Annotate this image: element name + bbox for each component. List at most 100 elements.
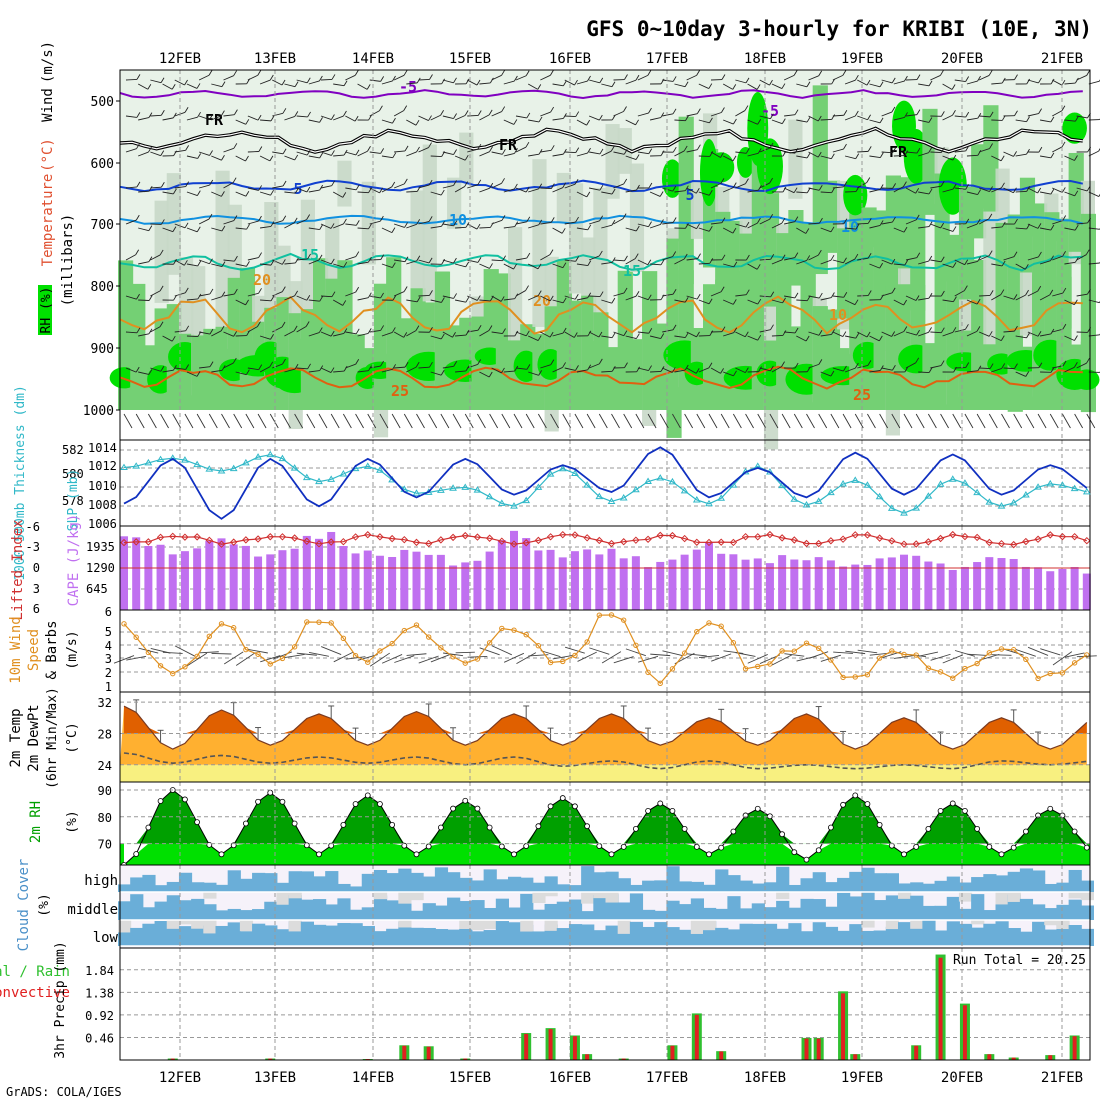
cloud-bar: [398, 921, 412, 946]
rh-marker: [206, 841, 213, 848]
cloud-bar: [593, 930, 607, 946]
wind-barb-flag: [1024, 264, 1029, 270]
wind-barb: [296, 258, 308, 261]
wind-barb: [308, 299, 320, 302]
cloud-bar: [763, 907, 778, 920]
wind-barb: [832, 74, 844, 81]
cape-bar: [1046, 571, 1055, 610]
cape-bar: [1070, 567, 1079, 610]
wind-barb: [881, 111, 893, 117]
contour-minus5: [119, 89, 1083, 100]
wind-barb-10m: [369, 652, 390, 667]
rh-marker: [413, 851, 420, 858]
wind-barb: [625, 79, 637, 85]
wind-barb-flag: [843, 110, 848, 116]
wind-barb-flag: [160, 181, 165, 188]
slp-axis-label: SLP (mb): [66, 469, 81, 532]
rh-marker: [767, 813, 773, 820]
wind-barb: [1064, 227, 1076, 231]
rh-marker: [486, 824, 493, 831]
contour-15: [119, 252, 1083, 272]
cape-bar: [120, 536, 128, 610]
wind-barb: [674, 119, 686, 122]
wind-barb-flag: [453, 293, 457, 299]
wind-barb-flag: [843, 292, 848, 298]
wind-barb: [735, 151, 747, 154]
wind-barb-flag: [538, 116, 543, 123]
wind-barb: [259, 191, 271, 196]
wind-barb: [796, 119, 808, 123]
wind-barb: [674, 83, 686, 88]
wind-barb-flag: [1062, 287, 1067, 294]
wind-barb-flag: [1013, 294, 1018, 300]
wind-barb-10m: [162, 651, 183, 654]
cloud-bar: [751, 903, 765, 920]
cloud-bar: [349, 909, 363, 920]
wind-barb-flag: [635, 119, 639, 126]
rh-band-green: [556, 260, 572, 410]
wind-barb-flag: [319, 152, 324, 159]
wind-barb-flag: [281, 286, 286, 292]
wind-barb: [259, 225, 272, 229]
wind-barb-flag: [1074, 335, 1078, 341]
wind-barb: [650, 263, 662, 266]
cloud-bar: [434, 867, 449, 892]
cloud-bar: [824, 926, 839, 946]
surface-barb: [123, 413, 133, 429]
wind-barb: [1064, 155, 1075, 161]
wind-barb-flag: [245, 299, 249, 306]
cape-bar: [241, 545, 250, 610]
wind-barb-flag: [404, 361, 409, 368]
rh-marker: [827, 824, 834, 831]
wind-barb-flag: [270, 189, 274, 196]
cloud-bar: [605, 925, 619, 946]
wind-barb: [637, 74, 649, 81]
wind-barb: [174, 149, 186, 153]
wind-barb-flag: [635, 74, 640, 81]
wind-barb-flag: [806, 81, 811, 88]
rh-marker: [876, 821, 883, 828]
wind-barb-flag: [221, 261, 226, 267]
wind-barb: [808, 295, 820, 299]
surface-barb: [952, 413, 962, 429]
wind-barb-flag: [391, 181, 396, 188]
wind-barb: [515, 367, 527, 370]
wind-barb: [381, 80, 393, 85]
cloud-unit-axis-label: (%): [37, 893, 52, 916]
wind-barb-flag: [245, 369, 250, 375]
wind-barb-flag: [537, 335, 542, 341]
wind-barb-flag: [392, 364, 396, 370]
wind-barb-flag: [464, 181, 469, 187]
wind-barb-flag: [1061, 105, 1066, 111]
wind-barb-flag: [769, 79, 773, 86]
cape-bar: [814, 557, 823, 610]
wind-barb: [564, 79, 575, 86]
rh-band-green-upper: [1068, 152, 1084, 252]
wind-barb-flag: [854, 74, 859, 81]
wind-barb-flag: [526, 216, 531, 223]
wind-barb-flag: [867, 360, 872, 366]
cloud-bar: [495, 898, 509, 920]
lifted-index-marker: [534, 536, 543, 545]
cloud-bar: [1044, 883, 1058, 892]
wind-barb-flag: [672, 108, 677, 115]
cloud-bar: [276, 929, 290, 946]
surface-barb: [501, 413, 511, 429]
wind-barb-flag: [965, 111, 970, 118]
cloud-bar: [593, 872, 607, 892]
wind-barb: [479, 299, 491, 302]
wind-barb: [223, 182, 234, 189]
wind-barb: [308, 332, 320, 337]
wind-barbs-axis-label: & Barbs: [44, 620, 60, 679]
wind-barb: [515, 331, 527, 337]
cape-bar: [132, 537, 141, 610]
wind-barb: [1039, 155, 1051, 159]
wind-barb-flag: [1075, 77, 1079, 84]
rh-marker: [937, 807, 944, 814]
wind-barb-flag: [709, 258, 714, 264]
cloud-bar: [337, 898, 351, 920]
top-date-label: 20FEB: [941, 51, 983, 67]
wind-barb-flag: [575, 111, 580, 117]
wind-barb: [918, 297, 930, 301]
wind-barb-flag: [1026, 332, 1030, 339]
